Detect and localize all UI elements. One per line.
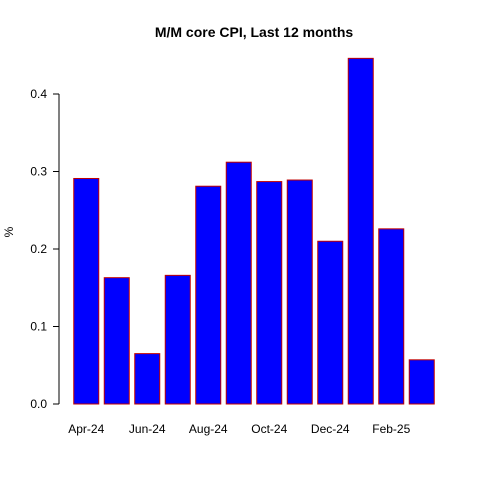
bar-feb-25	[378, 228, 405, 405]
chart-title: M/M core CPI, Last 12 months	[155, 24, 354, 40]
y-tick-label: 0.4	[30, 87, 47, 101]
bar-jun-24	[134, 353, 161, 405]
bar-jul-24	[164, 274, 191, 405]
bar-may-24	[103, 277, 130, 405]
bar-jan-25	[347, 57, 374, 405]
y-axis: 0.0 0.1 0.2 0.3 0.4	[30, 87, 60, 411]
y-tick-label: 0.1	[30, 320, 47, 334]
x-tick-label: Jun-24	[129, 422, 166, 436]
bar-mar-25	[408, 359, 435, 405]
x-tick-label: Oct-24	[251, 422, 287, 436]
y-tick-label: 0.2	[30, 242, 47, 256]
x-tick-label: Apr-24	[68, 422, 104, 436]
bar-oct-24	[256, 181, 283, 405]
x-tick-label: Aug-24	[189, 422, 228, 436]
x-tick-label: Feb-25	[372, 422, 410, 436]
bar-group	[73, 57, 435, 405]
bar-nov-24	[286, 179, 313, 405]
bar-aug-24	[195, 185, 222, 405]
x-tick-label: Dec-24	[311, 422, 350, 436]
bar-dec-24	[317, 240, 344, 405]
bar-apr-24	[73, 177, 100, 405]
y-axis-title: %	[2, 226, 16, 237]
y-tick-label: 0.0	[30, 397, 47, 411]
y-tick-label: 0.3	[30, 165, 47, 179]
bar-sep-24	[225, 161, 252, 405]
x-axis: Apr-24 Jun-24 Aug-24 Oct-24 Dec-24 Feb-25	[68, 422, 410, 436]
